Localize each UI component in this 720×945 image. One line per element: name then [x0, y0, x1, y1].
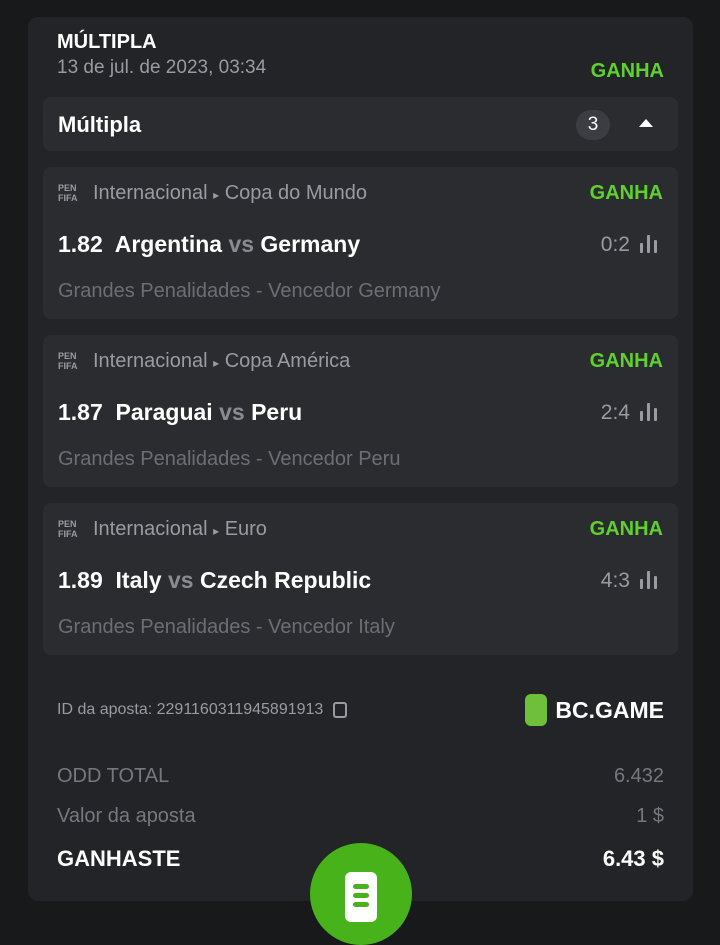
chevron-up-icon[interactable] — [639, 119, 653, 127]
competition: Copa América — [224, 350, 351, 372]
score: 0:2 — [600, 233, 630, 256]
betslip-button[interactable] — [310, 843, 412, 945]
match-card: PEN FIFA Internacional ▸ Copa do Mundo GA… — [43, 167, 678, 319]
score: 2:4 — [600, 401, 630, 424]
bet-header: MÚLTIPLA 13 de jul. de 2023, 03:34 GANHA — [57, 31, 664, 82]
vs: vs — [219, 399, 245, 425]
winnings-value: 6.43 $ — [602, 846, 664, 871]
group-label: Múltipla — [58, 112, 142, 137]
bet-date: 13 de jul. de 2023, 03:34 — [57, 57, 267, 78]
vs: vs — [228, 231, 255, 257]
bet-card: MÚLTIPLA 13 de jul. de 2023, 03:34 GANHA… — [28, 17, 693, 901]
league: Internacional — [93, 518, 208, 540]
odd: 1.89 — [58, 567, 103, 593]
multiple-toggle[interactable]: Múltipla 3 — [43, 97, 678, 151]
stake-row: Valor da aposta 1 $ — [57, 805, 664, 827]
fifa-icon: PEN FIFA — [58, 519, 78, 539]
market: Grandes Penalidades - Vencedor Italy — [58, 616, 395, 638]
league: Internacional — [93, 350, 208, 372]
fifa-icon: PEN FIFA — [58, 351, 78, 371]
bet-id: ID da aposta: 2291160311945891913 — [57, 701, 324, 718]
brand-logo: BC.GAME — [525, 694, 664, 726]
bet-type: MÚLTIPLA — [57, 31, 157, 53]
copy-icon[interactable] — [333, 701, 348, 718]
stake-value: 1 $ — [636, 805, 664, 827]
stats-icon[interactable] — [638, 235, 660, 253]
away-team: Peru — [251, 399, 303, 425]
competition: Copa do Mundo — [224, 182, 368, 204]
bc-game-icon — [525, 694, 548, 726]
market: Grandes Penalidades - Vencedor Germany — [58, 280, 441, 302]
home-team: Paraguai — [115, 399, 213, 425]
stats-icon[interactable] — [638, 571, 660, 589]
odd-total-row: ODD TOTAL 6.432 — [57, 765, 664, 787]
home-team: Italy — [115, 567, 162, 593]
document-icon — [345, 872, 377, 922]
odd-total-value: 6.432 — [613, 765, 664, 787]
score: 4:3 — [600, 569, 630, 592]
stats-icon[interactable] — [638, 403, 660, 421]
competition: Euro — [224, 518, 267, 540]
status-badge: GANHA — [589, 518, 663, 540]
odd: 1.87 — [58, 399, 103, 425]
match-card: PEN FIFA Internacional ▸ Euro GANHA 1.89 … — [43, 503, 678, 655]
fifa-icon: PEN FIFA — [58, 183, 78, 203]
odd: 1.82 — [58, 231, 103, 257]
status-badge: GANHA — [589, 350, 663, 372]
status-badge: GANHA — [590, 60, 664, 82]
match-card: PEN FIFA Internacional ▸ Copa América GAN… — [43, 335, 678, 487]
home-team: Argentina — [114, 231, 223, 257]
selection-count: 3 — [576, 110, 610, 140]
market: Grandes Penalidades - Vencedor Peru — [58, 448, 401, 470]
status-badge: GANHA — [589, 182, 663, 204]
away-team: Germany — [260, 231, 361, 257]
vs: vs — [167, 567, 194, 593]
away-team: Czech Republic — [199, 567, 372, 593]
winnings-row: GANHASTE 6.43 $ — [57, 846, 664, 871]
league: Internacional — [93, 182, 208, 204]
